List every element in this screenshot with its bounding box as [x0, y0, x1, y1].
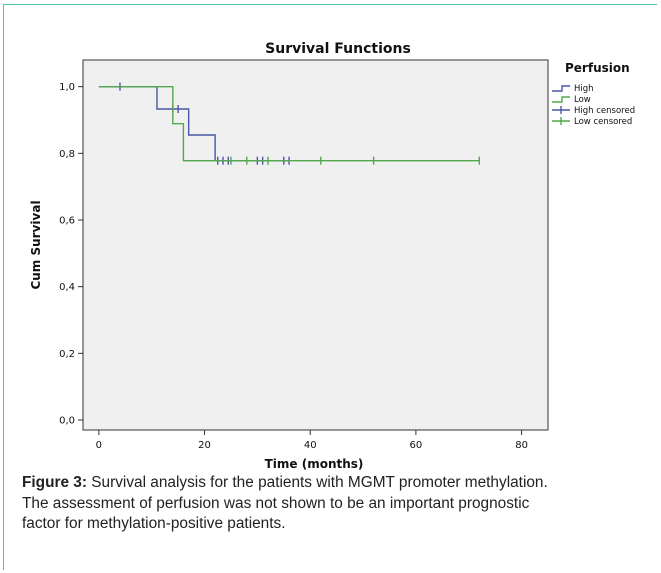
legend-label-3: Low censored [574, 117, 632, 127]
figure-caption: Figure 3: Survival analysis for the pati… [22, 473, 648, 535]
x-tick-label: 40 [304, 440, 317, 451]
caption-text-1: Survival analysis for the patients with … [87, 474, 548, 491]
caption-line-2: The assessment of perfusion was not show… [22, 494, 530, 512]
chart-title: Survival Functions [265, 41, 411, 57]
figure-frame [3, 4, 657, 570]
x-axis-label: Time (months) [265, 457, 364, 470]
legend-swatch-1 [552, 96, 570, 103]
caption-line-1: Figure 3: Survival analysis for the pati… [22, 473, 648, 494]
y-tick-label: 0,4 [59, 282, 75, 293]
y-axis-label: Cum Survival [29, 200, 43, 289]
series-layer [98, 82, 481, 165]
plot-area [82, 59, 549, 431]
legend-title: Perfusion [565, 61, 630, 75]
x-tick-label: 60 [410, 440, 423, 451]
survival-chart: Survival Functions 0,0 0,2 0,4 0,6 0,8 1,0 0 2… [29, 41, 635, 470]
y-tick-label: 0,0 [59, 416, 75, 427]
y-tick-label: 0,2 [59, 349, 75, 360]
y-tick-label: 0,8 [59, 149, 75, 160]
x-tick-label: 0 [96, 440, 102, 451]
x-axis: 0 20 40 60 80 [96, 430, 528, 451]
y-tick-label: 1,0 [59, 82, 75, 93]
caption-label: Figure 3: [22, 474, 87, 491]
survival-curve-high [98, 85, 290, 162]
y-axis: 0,0 0,2 0,4 0,6 0,8 1,0 [59, 82, 83, 427]
x-tick-label: 80 [515, 440, 528, 451]
survival-curve-low [98, 85, 480, 162]
legend-label-1: Low [574, 95, 591, 105]
legend-label-0: High [574, 84, 594, 94]
caption-line-3: factor for methylation-positive patients… [22, 515, 286, 532]
legend-label-2: High censored [574, 106, 635, 116]
legend-swatch-0 [552, 85, 570, 92]
x-tick-label: 20 [198, 440, 211, 451]
y-tick-label: 0,6 [59, 216, 75, 227]
